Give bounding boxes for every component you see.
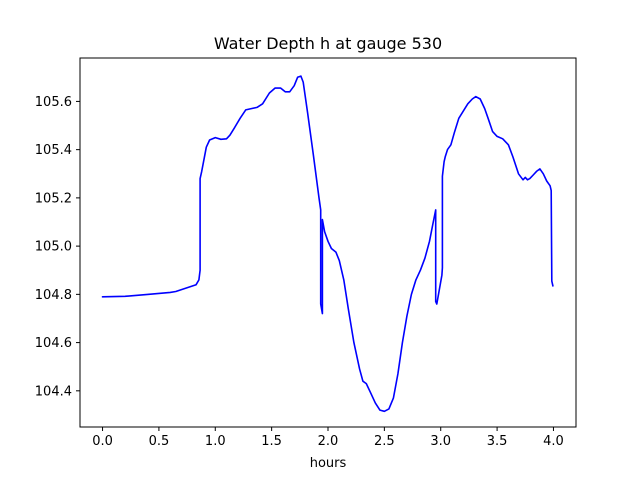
y-tick-label: 104.4 bbox=[35, 384, 72, 399]
y-axis: 104.4 104.6 104.8 105.0 105.2 105.4 105.6 bbox=[35, 95, 80, 399]
y-tick-label: 105.2 bbox=[35, 191, 72, 206]
series-layer bbox=[101, 75, 554, 413]
series-line bbox=[101, 75, 554, 413]
x-tick-label: 2.5 bbox=[374, 434, 395, 449]
x-axis-label: hours bbox=[310, 456, 347, 471]
y-tick-label: 104.8 bbox=[35, 288, 72, 303]
chart-title: Water Depth h at gauge 530 bbox=[214, 34, 442, 53]
y-tick-label: 105.6 bbox=[35, 95, 72, 110]
x-axis: 0.0 0.5 1.0 1.5 2.0 2.5 3.0 3.5 4.0 bbox=[92, 427, 564, 449]
y-tick-label: 105.0 bbox=[35, 240, 72, 255]
x-tick-label: 3.5 bbox=[487, 434, 508, 449]
x-tick-label: 1.0 bbox=[205, 434, 226, 449]
x-tick-label: 2.0 bbox=[318, 434, 339, 449]
x-tick-label: 0.5 bbox=[149, 434, 170, 449]
x-tick-label: 4.0 bbox=[543, 434, 564, 449]
y-tick-label: 104.6 bbox=[35, 336, 72, 351]
x-tick-label: 0.0 bbox=[92, 434, 113, 449]
x-tick-label: 1.5 bbox=[261, 434, 282, 449]
x-tick-label: 3.0 bbox=[430, 434, 451, 449]
y-tick-label: 105.4 bbox=[35, 143, 72, 158]
